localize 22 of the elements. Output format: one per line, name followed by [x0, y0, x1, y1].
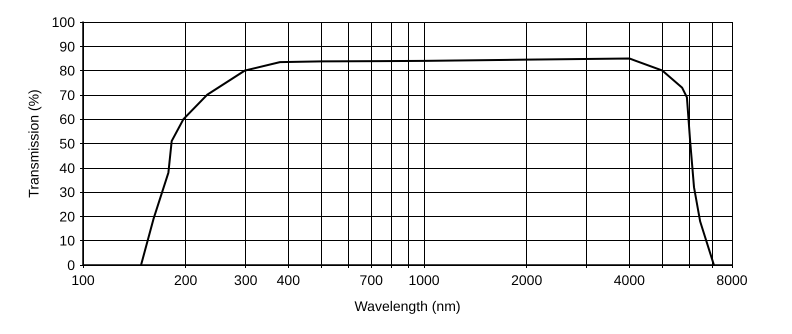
y-tick-label: 50 — [59, 136, 76, 152]
y-tick-label: 80 — [59, 62, 76, 79]
x-tick-label: 4000 — [614, 272, 646, 288]
y-tick-label: 100 — [52, 14, 76, 30]
x-tick-label: 2000 — [511, 272, 542, 288]
x-tick-label: 700 — [360, 272, 384, 288]
x-tick-label: 1000 — [408, 272, 440, 288]
x-tick-label: 8000 — [716, 272, 748, 288]
x-tick-label: 100 — [71, 272, 95, 288]
x-tick-label: 300 — [234, 272, 258, 288]
y-tick-label: 60 — [59, 111, 76, 128]
y-tick-label: 0 — [67, 257, 76, 273]
x-tick-label: 400 — [276, 272, 300, 288]
y-tick-label: 90 — [59, 38, 76, 54]
x-tick-label: 200 — [174, 272, 198, 288]
x-axis-title: Wavelength (nm) — [354, 298, 461, 314]
y-tick-label: 30 — [59, 184, 76, 200]
y-tick-label: 20 — [59, 208, 76, 224]
y-tick-label: 10 — [59, 232, 76, 249]
y-axis-title: Transmission (%) — [26, 89, 42, 198]
y-tick-label: 70 — [59, 86, 76, 103]
y-tick-label: 40 — [59, 160, 76, 176]
